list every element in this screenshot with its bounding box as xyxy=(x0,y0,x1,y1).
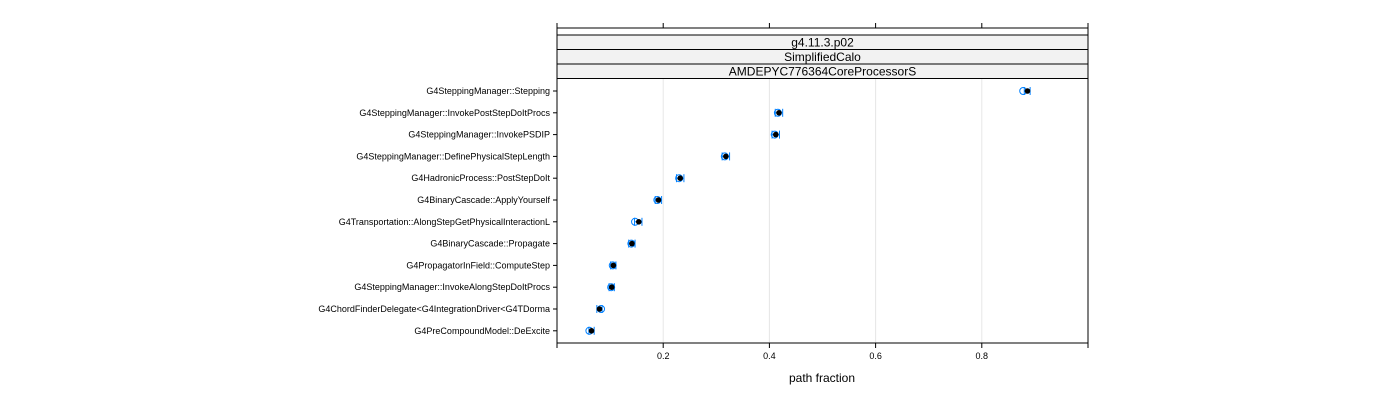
panel-frame xyxy=(556,27,1089,344)
category-labels: G4SteppingManager::SteppingG4SteppingMan… xyxy=(318,86,557,336)
x-tick-label: 0.6 xyxy=(869,351,882,361)
category-label: G4PreCompoundModel::DeExcite xyxy=(414,326,550,336)
data-point xyxy=(635,219,642,225)
strip-label: AMDEPYC776364CoreProcessorS xyxy=(729,65,916,79)
data-point xyxy=(629,240,635,247)
category-label: G4ChordFinderDelegate<G4IntegrationDrive… xyxy=(318,304,550,314)
x-tick-label: 0.8 xyxy=(976,351,989,361)
data-point xyxy=(608,284,615,291)
x-axis-title: path fraction xyxy=(789,371,855,385)
data-point xyxy=(772,131,779,138)
data-point xyxy=(588,328,595,334)
x-tick-label: 0.4 xyxy=(763,351,776,361)
data-marks xyxy=(585,87,1031,335)
category-label: G4HadronicProcess::PostStepDoIt xyxy=(411,173,550,183)
data-point xyxy=(655,197,662,203)
data-point xyxy=(1024,88,1031,94)
data-point xyxy=(596,306,603,312)
strip-headers: g4.11.3.p02SimplifiedCaloAMDEPYC776364Co… xyxy=(556,34,1089,79)
category-label: G4SteppingManager::InvokeAlongStepDoItPr… xyxy=(354,282,550,292)
data-point xyxy=(677,175,683,181)
strip-label: g4.11.3.p02 xyxy=(791,36,854,50)
open-point xyxy=(608,261,617,270)
category-label: G4SteppingManager::InvokePSDIP xyxy=(408,130,550,140)
data-point xyxy=(610,262,617,269)
open-point xyxy=(607,283,616,292)
open-point xyxy=(627,239,636,248)
category-label: G4BinaryCascade::Propagate xyxy=(430,239,550,249)
x-axis-ticks: 0.2 0.4 0.6 0.8 xyxy=(556,23,1089,361)
x-tick-label: 0.2 xyxy=(657,351,670,361)
category-label: G4PropagatorInField::ComputeStep xyxy=(406,260,550,270)
category-label: G4SteppingManager::InvokePostStepDoItPro… xyxy=(359,108,550,118)
category-label: G4BinaryCascade::ApplyYourself xyxy=(417,195,550,205)
category-label: G4SteppingManager::Stepping xyxy=(426,86,550,96)
category-label: G4SteppingManager::DefinePhysicalStepLen… xyxy=(356,151,550,161)
category-label: G4Transportation::AlongStepGetPhysicalIn… xyxy=(339,217,550,227)
data-point xyxy=(776,110,782,116)
strip-label: SimplifiedCalo xyxy=(784,50,861,64)
data-point xyxy=(723,153,729,160)
grid-lines xyxy=(662,79,983,343)
